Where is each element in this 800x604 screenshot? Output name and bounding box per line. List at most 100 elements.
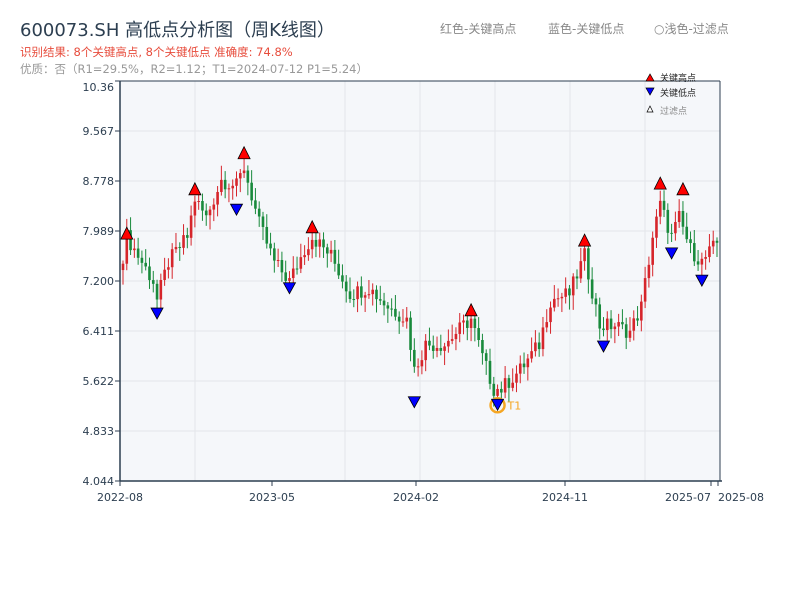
candle-body (159, 279, 163, 300)
candle-body (594, 298, 598, 305)
key-low-marker (695, 274, 709, 287)
candle-body (647, 264, 651, 279)
candle-body (254, 200, 257, 209)
chart-title: 600073.SH 高低点分析图（周K线图） (20, 20, 335, 41)
candle-body (269, 243, 272, 249)
legend-low-label: 关键低点 (660, 87, 696, 99)
candle-body (397, 316, 401, 322)
key-low-marker (490, 398, 505, 412)
candle-body (587, 248, 590, 280)
legend-filtered-label: 过滤点 (660, 105, 687, 117)
candle-body (632, 318, 636, 331)
candle-body (261, 216, 265, 227)
key-high-marker (464, 302, 478, 317)
candle-body (144, 262, 148, 267)
candle-body (314, 239, 318, 247)
candle-body (685, 226, 689, 240)
candle-body (477, 328, 480, 341)
candle-body (711, 240, 715, 247)
y-tick-label: 4.833 (83, 425, 115, 438)
x-tick-label: 2023-05 (249, 491, 295, 504)
candle-body (155, 283, 159, 300)
key-low-marker (664, 247, 679, 260)
key-low-marker (596, 340, 611, 353)
candle-body (670, 232, 673, 234)
candle-body (515, 373, 518, 383)
candles (121, 157, 719, 410)
x-tick-label: 2024-11 (542, 491, 588, 504)
candle-body (556, 298, 560, 300)
candle-body (617, 322, 620, 327)
candle-body (178, 246, 182, 248)
candle-body (235, 178, 238, 186)
candle-body (553, 298, 556, 308)
candle-body (689, 239, 692, 244)
candle-body (250, 182, 253, 201)
candle-body (405, 317, 409, 322)
candle-body (189, 215, 193, 238)
candle-body (598, 304, 602, 329)
candle-body (238, 173, 242, 179)
y-tick-label: 5.622 (83, 375, 115, 388)
candle-body (204, 210, 208, 216)
key-low-marker (282, 282, 297, 295)
candle-body (303, 255, 306, 258)
candle-body (208, 209, 212, 216)
candle-body (704, 257, 707, 259)
candle-body (677, 210, 681, 223)
candle-body (439, 347, 443, 351)
candle-body (291, 268, 295, 279)
candle-body (318, 239, 322, 247)
candle-body (394, 308, 397, 317)
candle-body (333, 249, 337, 264)
legend-high-label: 关键高点 (660, 72, 696, 84)
candle-body (223, 179, 227, 190)
candle-body (568, 288, 571, 296)
legend-filtered-icon (646, 105, 654, 113)
candle-body (182, 235, 185, 248)
key-low-marker (407, 396, 421, 409)
candle-body (227, 188, 231, 190)
legend: 关键高点 关键低点 过滤点 (645, 72, 696, 117)
candle-body (549, 307, 552, 323)
candle-body (273, 248, 276, 261)
candle-body (500, 388, 503, 393)
candle-body (174, 246, 178, 250)
t1-label: T1 (507, 399, 522, 412)
key-high-marker (188, 181, 202, 196)
candle-body (708, 246, 711, 258)
y-tick-label: 6.411 (83, 325, 115, 338)
candle-body (360, 286, 363, 298)
candle-body (643, 278, 647, 302)
candle-body (390, 308, 393, 310)
candle-body (310, 239, 314, 250)
candle-body (605, 318, 609, 331)
candle-body (344, 281, 348, 292)
grid (120, 81, 720, 481)
candle-body (496, 388, 499, 396)
key-low-marker (150, 307, 164, 320)
candle-body (280, 260, 284, 273)
key-high-marker (676, 181, 690, 196)
candle-body (382, 300, 386, 306)
y-ticks: 10.36 9.567 8.778 7.989 7.200 6.411 5.622 4.833… (83, 80, 120, 488)
candle-body (428, 340, 431, 346)
candle-body (443, 346, 446, 351)
candle-body (560, 296, 564, 299)
candle-body (450, 339, 454, 341)
candle-body (375, 289, 378, 300)
candle-body (534, 342, 537, 352)
candle-body (454, 333, 458, 340)
candle-body (651, 237, 654, 265)
candle-body (413, 349, 416, 367)
candle-body (401, 321, 405, 323)
markers: T1 (120, 145, 709, 414)
candle-body (700, 258, 704, 265)
candle-body (507, 378, 511, 388)
candle-body (571, 276, 575, 296)
candle-body (692, 243, 696, 262)
y-tick-label: 4.044 (83, 475, 115, 488)
candle-body (326, 247, 329, 254)
candle-body (579, 261, 583, 279)
